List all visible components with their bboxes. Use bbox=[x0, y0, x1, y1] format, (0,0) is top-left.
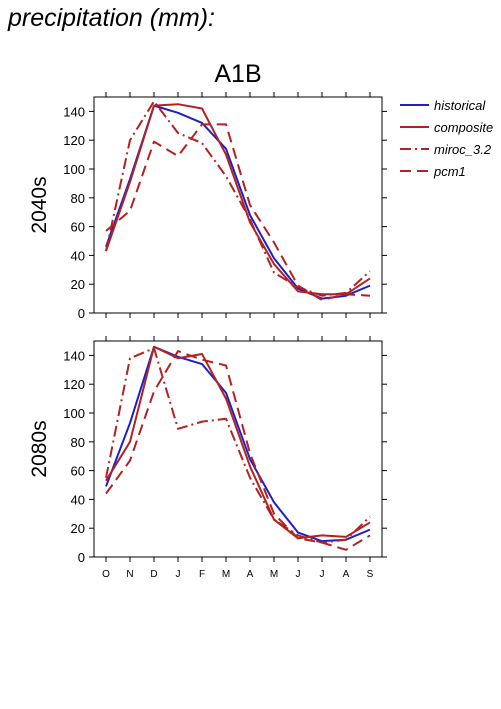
y-tick-label: 80 bbox=[71, 191, 85, 206]
x-tick-label: J bbox=[320, 569, 325, 580]
x-tick-label: N bbox=[126, 569, 133, 580]
x-tick-label: A bbox=[343, 569, 350, 580]
y-tick-label: 40 bbox=[71, 248, 85, 263]
legend-label-miroc_3.2: miroc_3.2 bbox=[434, 142, 492, 157]
y-tick-label: 0 bbox=[78, 306, 85, 321]
series-line-miroc_3.2 bbox=[105, 100, 371, 297]
legend-label-composite: composite bbox=[434, 120, 493, 135]
x-tick-label: O bbox=[102, 569, 110, 580]
panel-title: A1B bbox=[214, 60, 261, 88]
series-line-pcm1 bbox=[105, 350, 371, 551]
y-tick-label: 100 bbox=[63, 406, 85, 421]
y-tick-label: 0 bbox=[78, 550, 85, 565]
series-line-miroc_3.2 bbox=[105, 347, 371, 544]
y-tick-label: 60 bbox=[71, 220, 85, 235]
legend-label-pcm1: pcm1 bbox=[433, 164, 466, 179]
y-tick-label: 140 bbox=[63, 104, 85, 119]
legend-label-historical: historical bbox=[434, 98, 486, 113]
y-tick-label: 40 bbox=[71, 492, 85, 507]
row-label: 2080s bbox=[28, 420, 51, 477]
x-tick-label: D bbox=[150, 569, 157, 580]
y-tick-label: 120 bbox=[63, 377, 85, 392]
series-line-historical bbox=[105, 345, 371, 543]
y-tick-label: 120 bbox=[63, 133, 85, 148]
x-tick-label: J bbox=[176, 569, 181, 580]
x-tick-label: M bbox=[222, 569, 230, 580]
y-tick-label: 20 bbox=[71, 277, 85, 292]
x-tick-label: S bbox=[367, 569, 374, 580]
x-tick-label: M bbox=[270, 569, 278, 580]
y-tick-label: 80 bbox=[71, 435, 85, 450]
series-line-composite bbox=[105, 103, 371, 296]
y-tick-label: 60 bbox=[71, 464, 85, 479]
plot-frame bbox=[93, 96, 383, 314]
page-title: precipitation (mm): bbox=[8, 4, 215, 32]
row-label: 2040s bbox=[28, 176, 51, 233]
plot-frame bbox=[93, 340, 383, 558]
y-tick-label: 100 bbox=[63, 162, 85, 177]
y-tick-label: 20 bbox=[71, 521, 85, 536]
y-tick-label: 140 bbox=[63, 348, 85, 363]
x-tick-label: F bbox=[199, 569, 205, 580]
series-line-composite bbox=[105, 345, 371, 540]
x-tick-label: J bbox=[296, 569, 301, 580]
series-line-pcm1 bbox=[105, 123, 371, 302]
x-tick-label: A bbox=[247, 569, 254, 580]
